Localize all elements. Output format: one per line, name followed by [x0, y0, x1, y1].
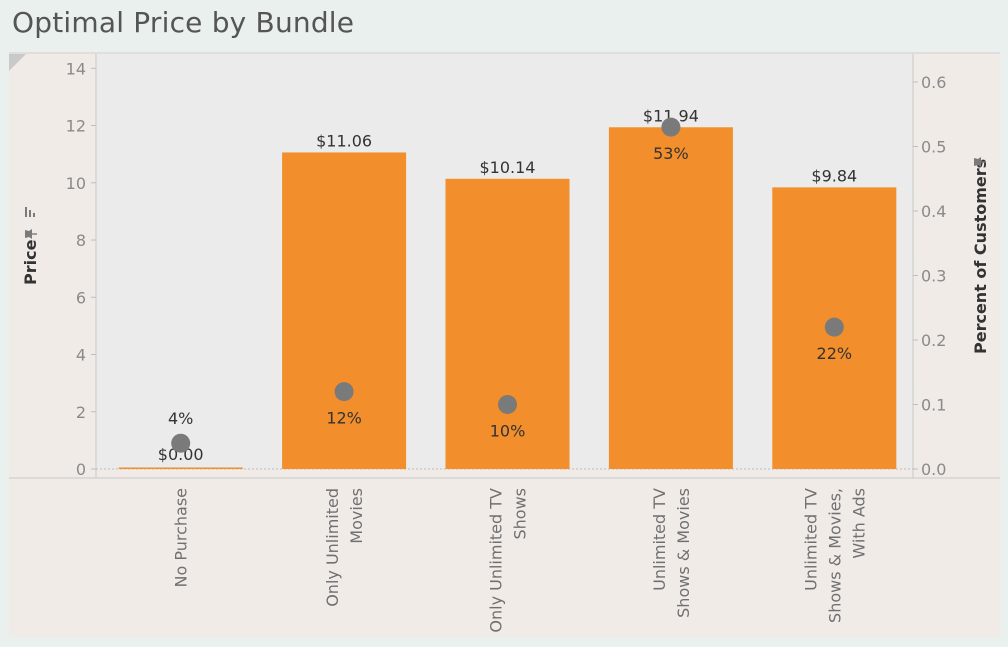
- right-tick-label: 0.5: [921, 138, 946, 157]
- bar[interactable]: [445, 178, 570, 470]
- bar-series: [118, 127, 897, 470]
- bar[interactable]: [608, 127, 733, 469]
- bar-value-label: $10.14: [480, 158, 536, 177]
- bar-value-label: $9.84: [811, 166, 857, 185]
- customer-share-point[interactable]: [171, 433, 191, 453]
- category-label: With Ads: [849, 488, 868, 559]
- y-axis-title: Price: [21, 239, 40, 285]
- category-label: Movies: [347, 488, 366, 544]
- customer-share-point[interactable]: [334, 382, 354, 402]
- bar[interactable]: [118, 467, 243, 470]
- customer-share-point[interactable]: [824, 317, 844, 337]
- category-labels: No Purchase Only Unlimited Movies Only Unli…: [172, 488, 869, 633]
- right-tick-label: 0.6: [921, 73, 946, 92]
- pin-icon[interactable]: [974, 157, 986, 167]
- left-tick-label: 14: [66, 59, 86, 78]
- bar-value-labels: $0.00 $11.06 $10.14 $11.94 $9.84: [158, 106, 857, 464]
- sort-icon[interactable]: [25, 207, 35, 217]
- left-tick-label: 8: [76, 231, 86, 250]
- left-tick-label: 0: [76, 460, 86, 479]
- category-label: Only Unlimited TV: [487, 488, 506, 633]
- circle-series: [171, 117, 844, 453]
- bar-value-label: $11.06: [316, 131, 372, 150]
- corner-mark-icon: [9, 54, 26, 71]
- right-tick-label: 0.2: [921, 331, 946, 350]
- right-axis-ticks: 0.0 0.1 0.2 0.3 0.4 0.5 0.6: [913, 73, 946, 479]
- category-label: No Purchase: [172, 488, 191, 588]
- category-label: Shows: [511, 488, 530, 540]
- chart-title: Optimal Price by Bundle: [12, 6, 355, 39]
- customer-share-label: 22%: [817, 344, 853, 363]
- bar-value-label: $0.00: [158, 445, 204, 464]
- category-label: Shows & Movies: [674, 488, 693, 618]
- category-label: Shows & Movies,: [825, 488, 844, 623]
- customer-share-label: 10%: [490, 422, 526, 441]
- right-tick-label: 0.0: [921, 460, 946, 479]
- y2-axis-title: Percent of Customers: [971, 159, 990, 354]
- right-tick-label: 0.4: [921, 202, 946, 221]
- customer-share-point[interactable]: [661, 117, 681, 137]
- bar-value-label: $11.94: [643, 106, 699, 125]
- bar[interactable]: [282, 152, 407, 469]
- category-label: Unlimited TV: [650, 488, 669, 591]
- customer-share-point[interactable]: [498, 395, 517, 414]
- left-tick-label: 2: [76, 403, 86, 422]
- customer-share-label: 12%: [326, 409, 362, 428]
- left-axis-title-group: Price: [21, 207, 40, 285]
- pin-icon[interactable]: [25, 229, 37, 239]
- right-axis-title-group: Percent of Customers: [971, 157, 990, 354]
- left-tick-label: 10: [66, 174, 86, 193]
- left-axis-ticks: 0 2 4 6 8 10 12 14: [66, 59, 96, 479]
- category-label: Unlimited TV: [801, 488, 820, 591]
- customer-share-label: 4%: [168, 409, 193, 428]
- left-tick-label: 4: [76, 346, 86, 365]
- right-tick-label: 0.1: [921, 396, 946, 415]
- left-tick-label: 6: [76, 288, 86, 307]
- customer-share-label: 53%: [653, 144, 689, 163]
- category-label: Only Unlimited: [323, 488, 342, 607]
- left-tick-label: 12: [66, 117, 86, 136]
- right-tick-label: 0.3: [921, 267, 946, 286]
- circle-value-labels: 4% 12% 10% 53% 22%: [168, 144, 852, 440]
